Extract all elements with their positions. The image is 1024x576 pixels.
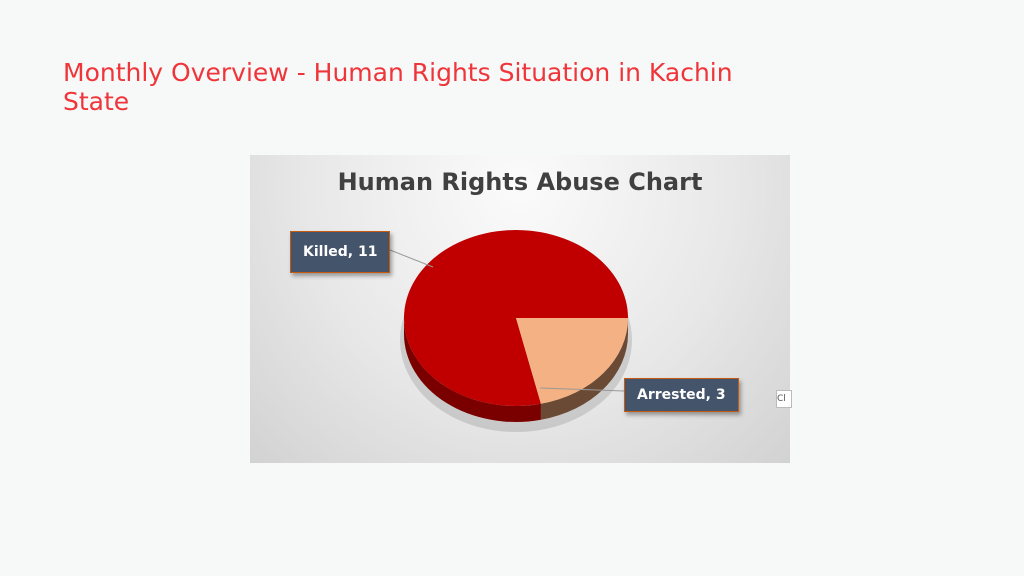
paste-options-handle[interactable]: Cl	[776, 390, 792, 408]
pie-side-arrested	[540, 318, 628, 420]
pie-side-killed	[404, 318, 541, 423]
data-label-arrested: Arrested, 3	[624, 378, 739, 412]
chart-image: Human Rights Abuse Chart Killed, 11 Arre…	[250, 155, 790, 463]
pie-slice-arrested	[516, 318, 628, 404]
leader-line-killed	[389, 249, 434, 268]
data-label-killed: Killed, 11	[290, 231, 391, 273]
leader-line-arrested	[539, 387, 625, 392]
pie-chart: Human Rights Abuse Chart	[338, 168, 703, 432]
chart-title: Human Rights Abuse Chart	[338, 168, 703, 196]
slide-title: Monthly Overview - Human Rights Situatio…	[63, 58, 733, 116]
